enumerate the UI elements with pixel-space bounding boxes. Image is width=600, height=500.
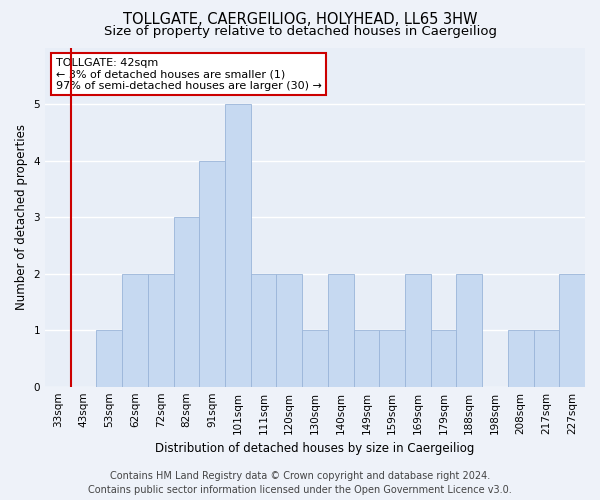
Bar <box>431 330 457 386</box>
Text: Size of property relative to detached houses in Caergeiliog: Size of property relative to detached ho… <box>104 25 497 38</box>
Bar <box>173 217 199 386</box>
Bar <box>379 330 405 386</box>
Bar <box>97 330 122 386</box>
Text: Contains HM Land Registry data © Crown copyright and database right 2024.
Contai: Contains HM Land Registry data © Crown c… <box>88 471 512 495</box>
Bar <box>508 330 533 386</box>
Bar <box>225 104 251 387</box>
Y-axis label: Number of detached properties: Number of detached properties <box>15 124 28 310</box>
Bar <box>328 274 353 386</box>
Text: TOLLGATE, CAERGEILIOG, HOLYHEAD, LL65 3HW: TOLLGATE, CAERGEILIOG, HOLYHEAD, LL65 3H… <box>123 12 477 28</box>
Bar <box>457 274 482 386</box>
Bar <box>353 330 379 386</box>
Text: TOLLGATE: 42sqm
← 3% of detached houses are smaller (1)
97% of semi-detached hou: TOLLGATE: 42sqm ← 3% of detached houses … <box>56 58 322 91</box>
Bar <box>148 274 173 386</box>
X-axis label: Distribution of detached houses by size in Caergeiliog: Distribution of detached houses by size … <box>155 442 475 455</box>
Bar <box>122 274 148 386</box>
Bar <box>405 274 431 386</box>
Bar <box>559 274 585 386</box>
Bar <box>199 160 225 386</box>
Bar <box>251 274 277 386</box>
Bar <box>302 330 328 386</box>
Bar <box>533 330 559 386</box>
Bar <box>277 274 302 386</box>
